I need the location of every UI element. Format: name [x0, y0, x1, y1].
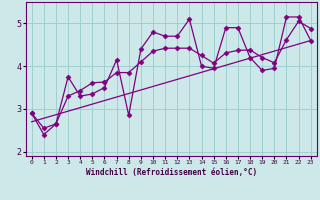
X-axis label: Windchill (Refroidissement éolien,°C): Windchill (Refroidissement éolien,°C) — [86, 168, 257, 177]
